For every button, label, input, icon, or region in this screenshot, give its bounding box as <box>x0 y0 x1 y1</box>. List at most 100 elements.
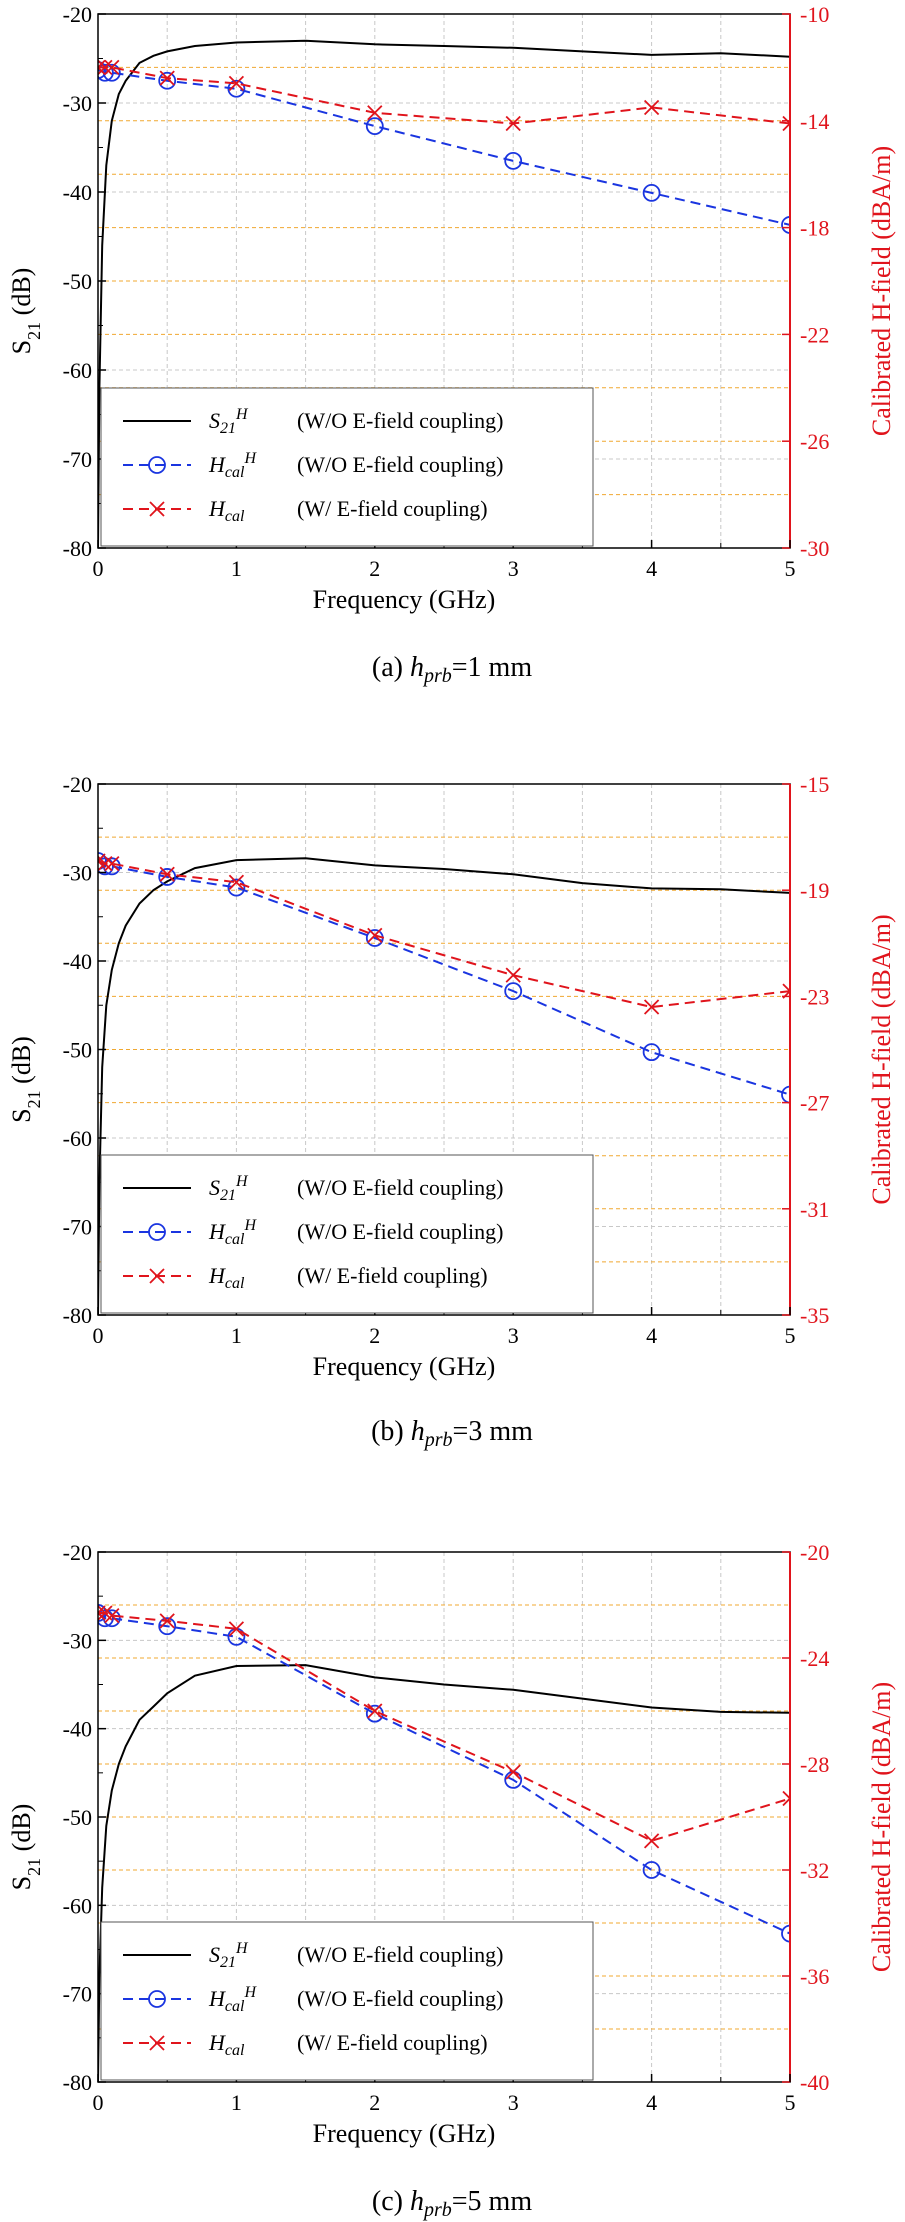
x-tick-label: 1 <box>231 1323 242 1348</box>
data-point-cross <box>643 999 660 1015</box>
legend-description: (W/O E-field coupling) <box>297 408 504 433</box>
series-hcal-w <box>98 59 790 132</box>
y-tick-label: -70 <box>63 1982 92 2007</box>
right-tick-label: -40 <box>800 2070 829 2095</box>
legend-description: (W/O E-field coupling) <box>297 452 504 477</box>
data-point-cross <box>104 1607 120 1624</box>
data-point-cross <box>104 59 120 76</box>
x-tick-label: 4 <box>646 556 657 581</box>
x-tick-label: 5 <box>785 1323 796 1348</box>
legend-description: (W/O E-field coupling) <box>297 1219 504 1244</box>
right-tick-label: -27 <box>800 1091 829 1116</box>
right-tick-label: -36 <box>800 1964 829 1989</box>
y-tick-label: -50 <box>63 1805 92 1830</box>
right-tick-label: -22 <box>800 322 829 347</box>
data-point-circle <box>98 61 107 79</box>
data-point-cross <box>228 75 245 92</box>
y-tick-label: -20 <box>63 2 92 27</box>
y-tick-label: -60 <box>63 1893 92 1918</box>
chart-panel-a: -20 -30 -40 -50 -60 -70 -80 -10 -14 -18 -22 -26 -30 0… <box>7 2 896 687</box>
data-point-circle <box>158 868 177 886</box>
legend-box <box>100 1154 594 1314</box>
legend-description: (W/ E-field coupling) <box>297 1263 488 1288</box>
right-tick-label: -23 <box>800 984 829 1009</box>
data-point-circle <box>504 151 523 170</box>
legend-label: HcalH <box>208 1217 257 1248</box>
legend-item: S21H (W/O E-field coupling) <box>123 1940 504 1971</box>
data-point-cross <box>159 70 175 86</box>
series-line <box>98 1664 790 2082</box>
x-axis-label: Frequency (GHz) <box>313 585 496 614</box>
right-tick-label: -26 <box>800 429 829 454</box>
y-tick-label: -20 <box>63 1540 92 1565</box>
series-line <box>98 39 790 548</box>
data-point-cross <box>98 59 106 76</box>
y-tick-label: -60 <box>63 358 92 383</box>
y-tick-label: -40 <box>63 949 92 974</box>
legend-circle-marker <box>148 1223 166 1241</box>
data-point-circle <box>642 1861 661 1879</box>
data-point-cross <box>159 866 175 882</box>
y-tick-label: -80 <box>63 1303 92 1328</box>
legend: S21H (W/O E-field coupling) HcalH (W/O E-fi… <box>100 1154 594 1314</box>
y-tick-label: -80 <box>63 536 92 561</box>
x-tick-label: 0 <box>93 2090 104 2115</box>
legend-item: HcalH (W/O E-field coupling) <box>123 450 504 481</box>
legend-item: S21H (W/O E-field coupling) <box>123 1173 504 1204</box>
y-tick-label: -70 <box>63 447 92 472</box>
legend-cross-marker <box>149 501 165 517</box>
legend: S21H (W/O E-field coupling) HcalH (W/O E-fi… <box>100 387 594 547</box>
data-point-cross <box>159 1613 175 1629</box>
legend-circle-marker <box>148 1990 166 2008</box>
x-tick-label: 5 <box>785 2090 796 2115</box>
data-point-circle <box>227 878 246 897</box>
right-tick-label: -31 <box>800 1197 829 1222</box>
y-tick-label: -30 <box>63 861 92 886</box>
data-point-circle <box>642 183 661 202</box>
x-axis-label: Frequency (GHz) <box>313 1352 496 1381</box>
data-point-cross <box>98 59 113 76</box>
legend-label: HcalH <box>208 1984 257 2015</box>
data-point-circle <box>158 71 177 90</box>
data-point-circle <box>98 63 114 82</box>
legend-box <box>100 387 594 547</box>
right-tick-label: -30 <box>800 536 829 561</box>
chart-panel-b: -20 -30 -40 -50 -60 -70 -80 -15 -19 -23 -27 -31 -35 0… <box>7 772 896 1451</box>
right-tick-label: -10 <box>800 2 829 27</box>
chart-panel-c: -20 -30 -40 -50 -60 -70 -80 -20 -24 -28 -32 -36 -40 0… <box>7 1540 896 2221</box>
legend-description: (W/O E-field coupling) <box>297 1175 504 1200</box>
y-axis-right-label: Calibrated H-field (dBA/m) <box>867 146 896 436</box>
y-axis-right-label: Calibrated H-field (dBA/m) <box>867 1682 896 1972</box>
data-point-cross <box>104 856 120 872</box>
y-axis-left-label: S21 (dB) <box>7 1804 44 1891</box>
legend-description: (W/ E-field coupling) <box>297 2030 488 2055</box>
y-tick-label: -70 <box>63 1215 92 1240</box>
data-point-circle <box>158 1617 177 1636</box>
data-point-circle <box>781 216 790 234</box>
y-tick-label: -50 <box>63 269 92 294</box>
right-tick-label: -28 <box>800 1752 829 1777</box>
legend-label: S21H <box>209 406 249 437</box>
right-tick-label: -32 <box>800 1858 829 1883</box>
data-point-cross <box>98 856 113 872</box>
data-point-circle <box>504 982 523 1000</box>
legend-item: S21H (W/O E-field coupling) <box>123 406 504 437</box>
data-point-circle <box>781 1924 790 1943</box>
x-tick-label: 3 <box>508 1323 519 1348</box>
x-tick-label: 1 <box>231 2090 242 2115</box>
data-point-cross <box>782 1790 790 1807</box>
x-tick-label: 5 <box>785 556 796 581</box>
x-tick-label: 4 <box>646 1323 657 1348</box>
legend-label: S21H <box>209 1173 249 1204</box>
series-s21h <box>98 1664 790 2082</box>
y-axis-left-label: S21 (dB) <box>7 1036 44 1123</box>
legend-label: Hcal <box>208 2030 245 2059</box>
x-tick-label: 0 <box>93 1323 104 1348</box>
legend-label: HcalH <box>208 450 257 481</box>
series-line <box>98 860 790 1009</box>
series-s21h <box>98 39 790 548</box>
legend-description: (W/ E-field coupling) <box>297 496 488 521</box>
right-tick-label: -15 <box>800 772 829 797</box>
y-tick-label: -80 <box>63 2070 92 2095</box>
legend-description: (W/O E-field coupling) <box>297 1986 504 2011</box>
